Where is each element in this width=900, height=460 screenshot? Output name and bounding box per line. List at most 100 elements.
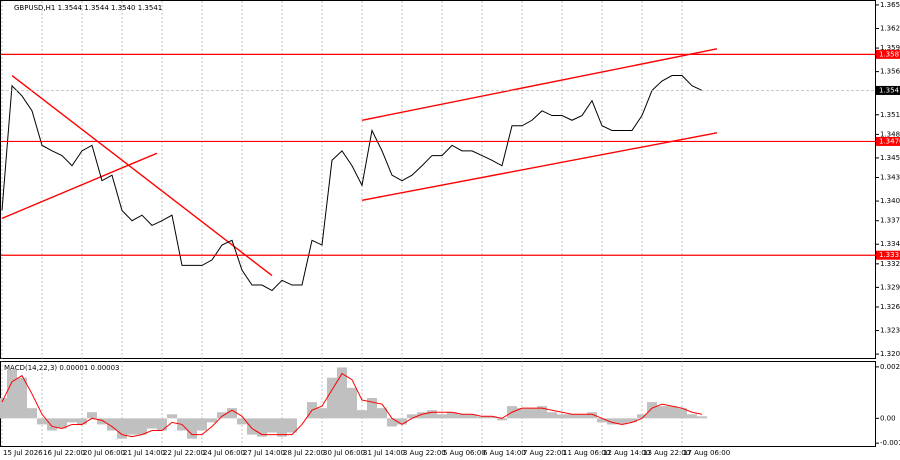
macd-bar: [97, 418, 107, 425]
y-tick-label: 1.3455: [880, 154, 900, 162]
macd-bar: [157, 418, 167, 431]
macd-bar: [107, 418, 117, 431]
macd-bar: [277, 418, 287, 437]
price-panel-border: [0, 0, 876, 359]
macd-bar: [37, 418, 47, 425]
level-label: 1.3587: [879, 50, 900, 58]
x-tick-label: 22 Jul 22:00: [163, 449, 205, 457]
macd-bar: [187, 418, 197, 439]
macd-bar: [7, 369, 17, 419]
trend-line: [361, 48, 718, 121]
macd-bar: [517, 408, 527, 419]
y-tick-label: 1.3565: [880, 68, 900, 76]
indicator-title: MACD(14,22,3) 0.00001 0.00003: [4, 364, 120, 372]
macd-bar: [587, 412, 597, 419]
macd-bar: [287, 418, 297, 433]
x-tick-label: 6 Aug 14:00: [483, 449, 526, 457]
macd-bar: [647, 402, 657, 419]
macd-bar: [547, 412, 557, 419]
signal-line: [1, 372, 703, 438]
trend-line: [1, 152, 158, 219]
macd-bar: [237, 418, 247, 425]
macd-bar: [117, 418, 127, 439]
macd-bar: [137, 418, 147, 435]
macd-bar: [357, 410, 367, 419]
macd-bar: [697, 416, 707, 419]
macd-bar: [417, 412, 427, 419]
macd-bar: [397, 418, 407, 425]
level-label: 1.3476: [879, 137, 900, 145]
macd-bar: [227, 408, 237, 419]
macd-bar: [527, 408, 537, 419]
y-tick-label: 1.3375: [880, 217, 900, 225]
trend-line: [361, 132, 718, 201]
macd-bar: [567, 414, 577, 419]
x-tick-label: 16 Jul 22:00: [43, 449, 85, 457]
x-tick-label: 20 Jul 06:00: [83, 449, 125, 457]
macd-bar: [77, 418, 87, 425]
macd-bar: [387, 418, 397, 427]
price-line: [1, 75, 703, 292]
macd-bar: [687, 414, 697, 419]
macd-bar: [487, 416, 497, 419]
macd-bar: [617, 418, 627, 425]
macd-bar: [67, 418, 77, 423]
macd-bar: [437, 414, 447, 419]
chart-title: GBPUSD,H1 1.3544 1.3544 1.3540 1.3541: [14, 4, 162, 12]
y-tick-label: 0.00253: [880, 363, 900, 371]
y-tick-label: 1.3290: [880, 283, 900, 291]
macd-bar: [207, 418, 217, 423]
x-tick-label: 17 Aug 06:00: [683, 449, 730, 457]
macd-bar: [597, 418, 607, 423]
y-tick-label: 1.3235: [880, 327, 900, 335]
y-tick-label: 1.3430: [880, 174, 900, 182]
macd-bar: [87, 412, 97, 419]
macd-bar: [497, 418, 507, 421]
y-tick-label: 1.3320: [880, 260, 900, 268]
y-tick-label: 1.3620: [880, 24, 900, 32]
level-box: [876, 250, 900, 260]
y-tick-label: 1.3400: [880, 197, 900, 205]
macd-bar: [337, 367, 347, 419]
macd-bar: [377, 408, 387, 419]
level-label: 1.3331: [879, 251, 900, 259]
macd-bar: [347, 387, 357, 419]
y-tick-label: 1.3345: [880, 240, 900, 248]
y-tick-label: 1.3265: [880, 303, 900, 311]
macd-bar: [197, 418, 207, 431]
x-tick-label: 15 Jul 2026: [3, 449, 43, 457]
y-tick-label: 0.00: [880, 414, 896, 422]
y-tick-label: 1.3485: [880, 130, 900, 138]
macd-bar: [427, 410, 437, 419]
macd-bar: [247, 418, 257, 435]
macd-bar: [167, 414, 177, 419]
macd-bar: [17, 377, 27, 419]
y-tick-label: 1.3650: [880, 1, 900, 9]
x-tick-label: 7 Aug 22:00: [523, 449, 566, 457]
x-tick-label: 11 Aug 06:00: [563, 449, 610, 457]
macd-bar: [257, 418, 267, 437]
x-tick-label: 27 Jul 14:00: [243, 449, 285, 457]
macd-bar: [217, 412, 227, 419]
x-tick-label: 12 Aug 14:00: [603, 449, 650, 457]
macd-bar: [657, 406, 667, 419]
macd-bar: [467, 414, 477, 419]
macd-bar: [627, 418, 637, 423]
x-tick-label: 3 Aug 22:00: [403, 449, 446, 457]
macd-bar: [447, 412, 457, 419]
macd-bar: [147, 418, 157, 429]
macd-bar: [27, 408, 37, 419]
macd-bar: [637, 414, 647, 419]
y-tick-label: 1.3205: [880, 350, 900, 358]
macd-bar: [327, 377, 337, 419]
macd-bar: [477, 416, 487, 419]
y-tick-label: -0.00122: [880, 439, 900, 447]
macd-bar: [557, 414, 567, 419]
macd-bar: [667, 406, 677, 419]
macd-bar: [677, 408, 687, 419]
macd-bar: [457, 414, 467, 419]
y-tick-label: 1.3510: [880, 111, 900, 119]
x-tick-label: 13 Aug 22:00: [643, 449, 690, 457]
